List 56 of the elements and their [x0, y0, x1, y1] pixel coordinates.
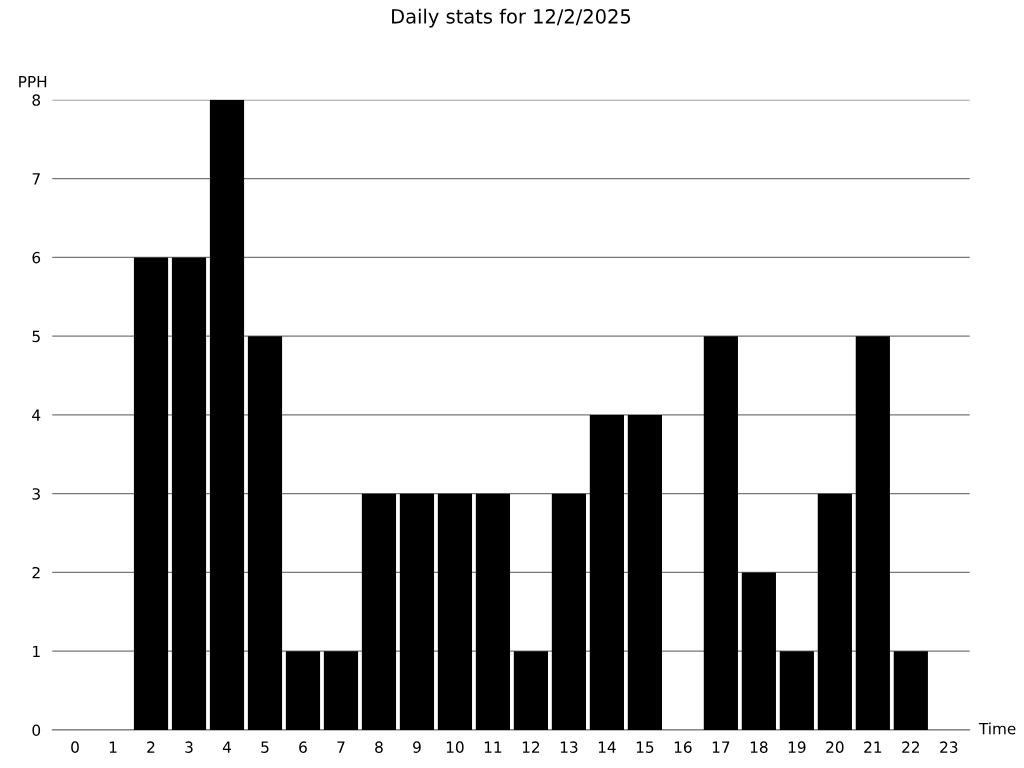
x-tick-label: 16	[674, 741, 692, 753]
y-tick-label: 3	[32, 488, 40, 500]
y-tick-label: 0	[32, 724, 41, 737]
x-tick-label: 18	[750, 741, 768, 753]
x-tick-label: 21	[864, 741, 882, 753]
bar	[323, 651, 359, 730]
bar	[399, 493, 435, 730]
x-tick-label: 15	[636, 741, 654, 753]
y-tick-label: 7	[32, 173, 40, 185]
x-tick-label: 1	[109, 741, 117, 753]
x-tick-label: 19	[788, 741, 806, 753]
bar	[209, 99, 245, 730]
y-tick-label: 2	[32, 566, 40, 579]
x-tick-label: 2	[147, 741, 155, 753]
x-tick-label: 10	[446, 741, 464, 753]
bar	[361, 493, 397, 730]
x-tick-label: 20	[826, 741, 844, 753]
bar	[171, 257, 207, 730]
x-tick-label: 3	[185, 741, 193, 753]
bar	[247, 336, 283, 730]
x-axis-title: Time	[978, 722, 1016, 735]
y-tick-label: 1	[33, 645, 40, 658]
x-tick-label: 14	[598, 741, 616, 753]
x-tick-label: 17	[712, 741, 730, 753]
bar	[589, 414, 624, 730]
x-tick-label: 6	[299, 741, 307, 753]
bar	[627, 414, 662, 730]
y-tick-label: 6	[32, 251, 41, 264]
bar	[551, 493, 587, 730]
bar	[475, 493, 511, 730]
x-tick-label: 9	[413, 741, 421, 753]
y-tick-label: 4	[32, 409, 41, 421]
x-tick-label: 11	[484, 741, 502, 753]
y-tick-label: 5	[32, 330, 40, 343]
y-tick-label: 8	[32, 94, 41, 106]
bar	[513, 651, 549, 730]
bar	[133, 257, 169, 730]
bar	[703, 336, 738, 730]
bar	[855, 336, 890, 730]
bar	[285, 651, 321, 730]
x-tick-label: 23	[940, 741, 958, 753]
bar	[893, 651, 928, 730]
x-tick-label: 5	[261, 741, 269, 753]
x-tick-label: 8	[375, 741, 383, 753]
x-tick-label: 13	[560, 741, 578, 753]
x-tick-label: 12	[522, 741, 540, 753]
x-tick-label: 7	[337, 741, 345, 753]
bar	[779, 651, 814, 730]
y-axis-title: PPH	[19, 76, 47, 88]
bar	[741, 572, 776, 730]
x-tick-label: 0	[71, 741, 79, 753]
chart-title: Daily stats for 12/2/2025	[392, 8, 631, 28]
bar	[437, 493, 473, 730]
x-tick-label: 4	[222, 741, 231, 753]
x-tick-label: 22	[902, 741, 920, 753]
bar	[817, 493, 852, 730]
